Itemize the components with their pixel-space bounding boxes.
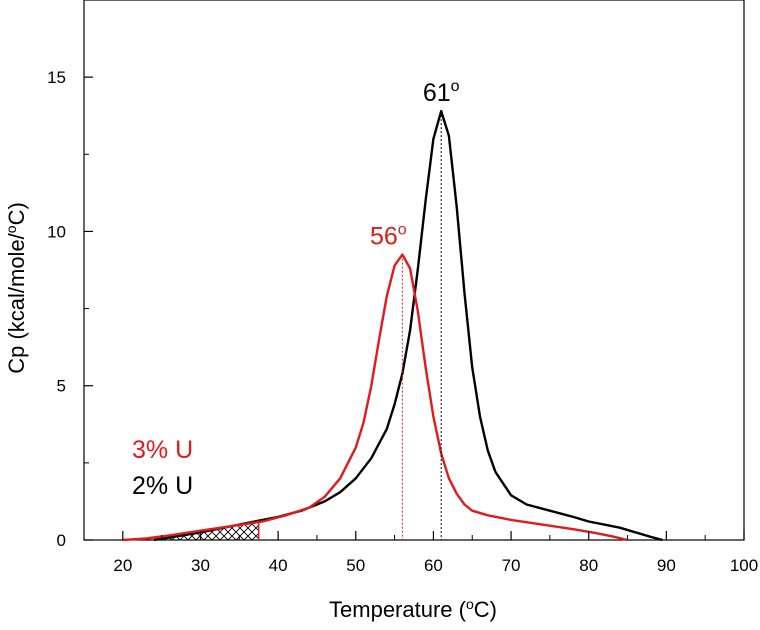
x-tick-label: 20 xyxy=(113,556,132,575)
y-tick-label: 15 xyxy=(47,68,66,87)
x-tick-label: 60 xyxy=(424,556,443,575)
x-tick-label: 30 xyxy=(191,556,210,575)
series-line-3-u xyxy=(122,253,628,542)
x-axis-label: Temperature (oC) xyxy=(329,596,497,622)
x-tick-label: 100 xyxy=(730,556,758,575)
x-tick-label: 80 xyxy=(579,556,598,575)
series-line-2-u xyxy=(153,109,663,542)
y-tick-label: 5 xyxy=(57,377,66,396)
x-tick-label: 50 xyxy=(346,556,365,575)
peak-label-61: 61o xyxy=(423,78,460,107)
x-tick-label: 40 xyxy=(269,556,288,575)
plot-frame xyxy=(83,0,745,541)
y-axis-label: Cp (kcal/mole/oC) xyxy=(3,202,29,374)
y-tick-label: 0 xyxy=(57,531,66,550)
legend-2pct-u: 2% U xyxy=(132,472,193,500)
x-tick-label: 70 xyxy=(502,556,521,575)
x-tick-label: 90 xyxy=(657,556,676,575)
legend-3pct-u: 3% U xyxy=(132,436,193,464)
y-tick-label: 10 xyxy=(47,222,66,241)
peak-label-56: 56o xyxy=(370,222,407,251)
